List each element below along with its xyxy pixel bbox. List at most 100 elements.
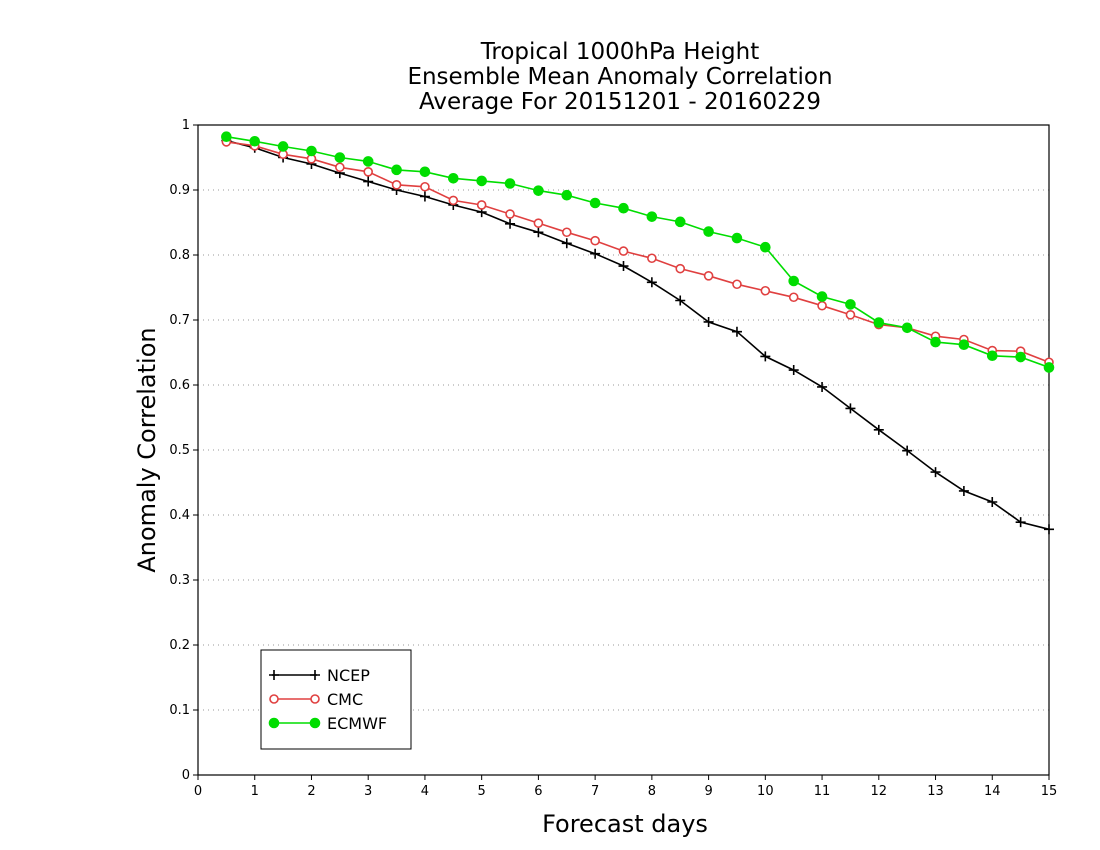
legend-label: CMC [327, 690, 363, 709]
series-layer [221, 131, 1055, 535]
legend-entries: NCEP CMC ECMWF [268, 666, 387, 733]
data-point-ncep [873, 424, 884, 435]
legend-item-ncep: NCEP [269, 666, 370, 685]
x-tick-label: 15 [1041, 784, 1058, 799]
data-point-ecmwf [476, 175, 487, 187]
data-point-cmc [448, 195, 459, 206]
data-point-ecmwf [277, 141, 289, 152]
data-point-cmc [590, 235, 600, 246]
data-point-ecmwf [901, 322, 913, 334]
data-point-cmc [420, 181, 430, 192]
data-point-ecmwf [618, 202, 629, 214]
data-point-ecmwf [249, 135, 261, 147]
data-point-ecmwf [986, 350, 998, 362]
legend-item-cmc: CMC [269, 690, 363, 709]
x-tick-label: 4 [421, 784, 429, 799]
series-line-cmc [226, 141, 1050, 364]
data-point-cmc [561, 227, 572, 238]
data-point-ecmwf [646, 211, 658, 222]
data-point-ecmwf [533, 185, 544, 196]
legend-marker [310, 670, 320, 680]
data-point-cmc [533, 218, 544, 228]
legend-label: ECMWF [327, 714, 387, 733]
data-point-ncep [1015, 517, 1026, 528]
data-point-ncep [363, 176, 374, 187]
data-point-ecmwf [561, 189, 573, 201]
x-tick-label: 5 [478, 784, 486, 799]
data-point-ncep [675, 295, 686, 306]
legend-marker [268, 717, 280, 729]
data-point-cmc [647, 253, 657, 264]
y-tick-label: 0.7 [169, 313, 190, 328]
data-point-ecmwf [221, 131, 232, 142]
title-line-2: Ensemble Mean Anomaly Correlation [407, 64, 832, 90]
y-tick-label: 0.8 [169, 248, 190, 263]
data-point-cmc [845, 309, 856, 320]
legend: NCEP CMC ECMWF [260, 649, 412, 750]
data-point-ecmwf [958, 339, 970, 351]
x-axis-title: Forecast days [542, 810, 708, 838]
data-point-cmc [335, 162, 345, 173]
data-point-cmc [505, 209, 515, 219]
data-point-ncep [419, 191, 430, 202]
data-point-cmc [817, 300, 827, 311]
data-point-ncep [1044, 524, 1054, 535]
legend-marker [310, 694, 320, 704]
data-point-ecmwf [589, 197, 601, 209]
data-point-ecmwf [448, 173, 459, 184]
data-point-ncep [817, 381, 828, 392]
data-point-ncep [902, 445, 913, 456]
legend-marker [269, 670, 279, 680]
y-tick-label: 0.4 [169, 508, 190, 523]
x-tick-label: 12 [871, 784, 888, 799]
legend-marker [309, 717, 321, 729]
y-axis: 0 0.1 0.2 0.3 0.4 0.5 0.6 0.7 0.8 0.9 1 [169, 118, 198, 783]
legend-marker [269, 694, 279, 704]
y-tick-label: 0.3 [169, 573, 190, 588]
series-cmc [221, 137, 1054, 368]
series-line-ncep [226, 139, 1050, 531]
data-point-ecmwf [419, 166, 431, 178]
legend-item-ecmwf: ECMWF [268, 714, 387, 733]
title-line-3: Average For 20151201 - 20160229 [419, 89, 821, 115]
data-point-ecmwf [731, 232, 743, 244]
data-point-ncep [731, 326, 742, 337]
y-tick-label: 1 [182, 118, 190, 133]
data-point-ecmwf [334, 152, 346, 163]
y-tick-label: 0.1 [169, 703, 190, 718]
x-axis: 0 1 2 3 4 5 6 7 8 9 10 11 12 13 14 15 [194, 775, 1057, 799]
data-point-ncep [958, 485, 969, 496]
data-point-ecmwf [845, 299, 856, 310]
x-tick-label: 3 [364, 784, 372, 799]
y-tick-label: 0.2 [169, 638, 190, 653]
x-tick-label: 10 [757, 784, 774, 799]
data-point-cmc [760, 285, 771, 296]
x-tick-label: 14 [984, 784, 1001, 799]
legend-label: NCEP [327, 666, 370, 685]
title-line-1: Tropical 1000hPa Height [480, 39, 760, 65]
data-point-ecmwf [788, 275, 800, 287]
x-tick-label: 11 [814, 784, 831, 799]
data-point-cmc [363, 167, 374, 177]
series-ecmwf [221, 131, 1055, 373]
data-point-ecmwf [362, 156, 374, 167]
data-point-ecmwf [703, 226, 714, 237]
data-point-ecmwf [816, 291, 828, 302]
data-point-ecmwf [760, 241, 771, 253]
x-tick-label: 0 [194, 784, 202, 799]
data-point-cmc [618, 246, 629, 256]
data-point-cmc [703, 270, 714, 281]
data-point-ncep [987, 497, 998, 507]
data-point-ncep [930, 467, 941, 478]
x-tick-label: 7 [591, 784, 599, 799]
data-point-ncep [788, 365, 799, 376]
y-tick-label: 0 [182, 768, 190, 783]
data-point-ecmwf [391, 164, 402, 176]
data-point-ecmwf [1043, 362, 1055, 373]
data-point-ecmwf [674, 216, 686, 228]
x-tick-label: 13 [927, 784, 944, 799]
data-point-ncep [845, 403, 856, 414]
data-point-ncep [505, 218, 516, 229]
x-tick-label: 2 [307, 784, 315, 799]
